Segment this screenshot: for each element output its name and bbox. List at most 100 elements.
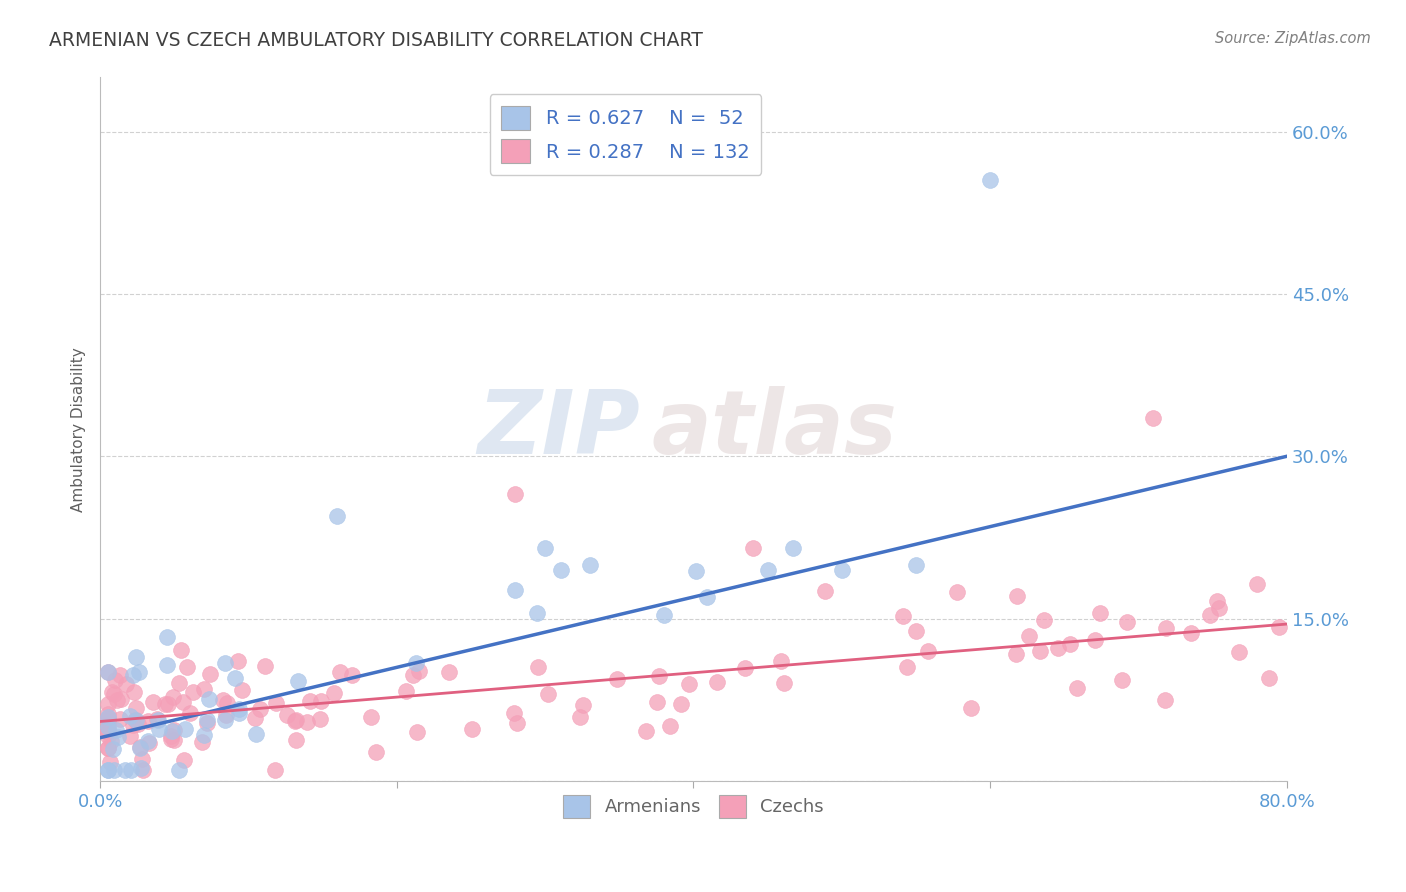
Point (1090, 606, 1112, 620)
Point (96, 697, 118, 711)
Point (1046, 640, 1069, 655)
Point (917, 644, 939, 658)
Point (505, 487, 527, 501)
Point (1208, 600, 1230, 615)
Point (405, 656, 427, 670)
Point (231, 683, 253, 698)
Point (114, 763, 136, 777)
Point (526, 607, 548, 621)
Point (1111, 673, 1133, 687)
Point (959, 701, 981, 715)
Point (896, 660, 918, 674)
Point (1180, 626, 1202, 640)
Point (162, 690, 184, 705)
Point (1153, 693, 1175, 707)
Point (127, 716, 149, 731)
Point (308, 712, 330, 726)
Point (172, 695, 194, 709)
Point (1268, 619, 1291, 633)
Point (568, 710, 591, 724)
Point (285, 733, 308, 747)
Point (979, 173, 1001, 187)
Point (115, 677, 138, 691)
Point (634, 724, 657, 739)
Point (96, 763, 118, 777)
Point (506, 715, 529, 730)
Point (648, 669, 671, 683)
Point (142, 695, 165, 709)
Point (285, 713, 308, 727)
Point (678, 677, 700, 691)
Point (276, 707, 298, 722)
Point (1154, 622, 1177, 636)
Point (212, 692, 235, 706)
Point (669, 698, 692, 712)
Point (647, 696, 669, 710)
Point (96, 711, 118, 725)
Point (160, 724, 183, 739)
Point (214, 713, 236, 727)
Point (122, 717, 145, 731)
Point (96, 763, 118, 777)
Point (145, 712, 167, 726)
Point (156, 698, 179, 712)
Point (170, 643, 193, 657)
Point (814, 583, 837, 598)
Point (167, 763, 190, 777)
Point (224, 671, 246, 685)
Point (96, 720, 118, 734)
Point (1227, 645, 1250, 659)
Point (100, 733, 122, 747)
Point (162, 733, 184, 747)
Point (118, 729, 141, 743)
Point (173, 753, 195, 767)
Point (136, 734, 159, 748)
Point (131, 761, 153, 775)
Point (129, 741, 152, 756)
Point (103, 687, 125, 701)
Point (96, 712, 118, 726)
Point (606, 672, 628, 686)
Point (97, 729, 120, 743)
Point (658, 718, 681, 732)
Point (772, 676, 794, 690)
Point (131, 752, 153, 766)
Point (329, 665, 352, 679)
Point (125, 713, 148, 727)
Point (534, 541, 557, 556)
Point (946, 584, 969, 599)
Point (297, 714, 319, 729)
Point (550, 564, 572, 578)
Point (287, 673, 309, 688)
Point (537, 687, 560, 701)
Point (156, 630, 179, 644)
Point (160, 731, 183, 746)
Point (685, 564, 707, 578)
Point (97, 713, 120, 727)
Y-axis label: Ambulatory Disability: Ambulatory Disability (72, 347, 86, 512)
Point (122, 668, 145, 682)
Point (160, 729, 183, 743)
Point (146, 713, 169, 727)
Point (120, 709, 142, 723)
Point (395, 684, 418, 698)
Point (176, 660, 198, 674)
Point (831, 563, 853, 577)
Point (101, 741, 124, 756)
Point (200, 667, 222, 681)
Point (360, 710, 382, 724)
Point (1005, 589, 1028, 603)
Point (578, 558, 600, 572)
Point (756, 563, 779, 577)
Point (228, 701, 250, 715)
Point (148, 722, 170, 736)
Point (1199, 607, 1222, 622)
Point (138, 736, 160, 750)
Point (110, 692, 132, 706)
Point (195, 715, 218, 730)
Point (243, 711, 266, 725)
Point (181, 684, 204, 698)
Point (1018, 629, 1040, 643)
Point (153, 698, 176, 712)
Point (245, 727, 267, 741)
